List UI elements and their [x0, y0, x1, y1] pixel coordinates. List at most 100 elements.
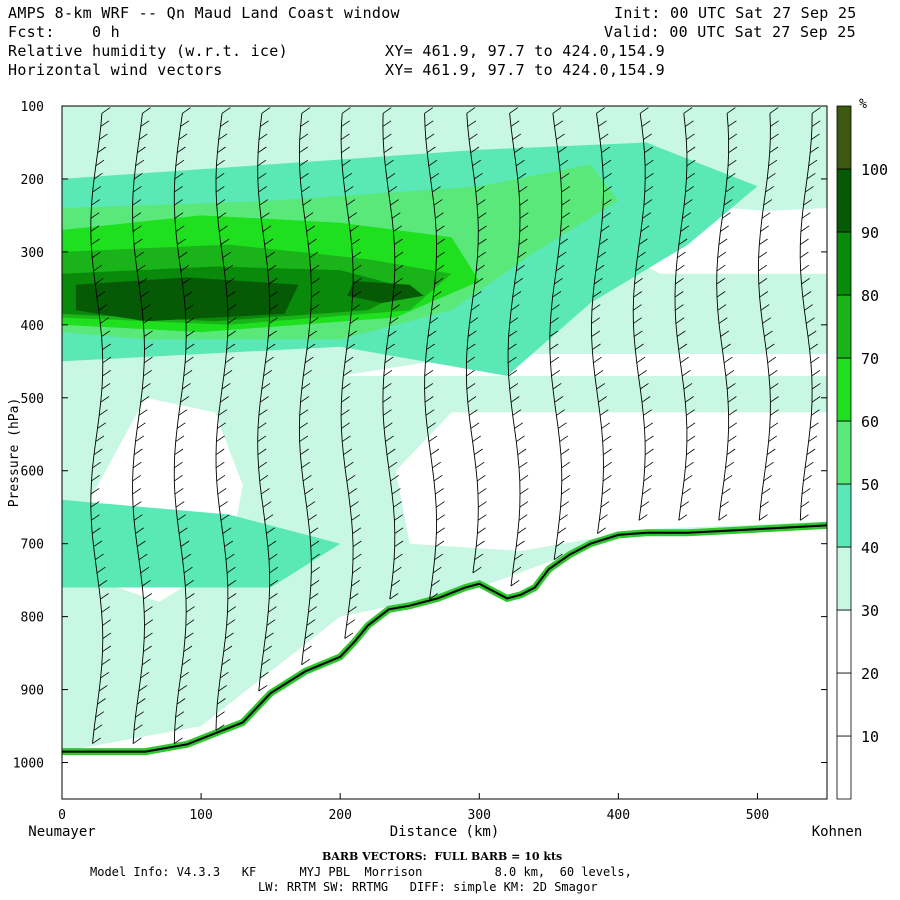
wind-barb-flag: [640, 225, 650, 232]
wind-barb-flag: [309, 317, 319, 324]
wind-barb-flag: [726, 383, 736, 390]
wind-barb-flag: [760, 501, 769, 508]
wind-barb-flag: [343, 448, 352, 456]
wind-barb-flag: [424, 120, 434, 127]
wind-barb-flag: [221, 383, 231, 390]
wind-barb-flag: [718, 514, 728, 521]
wind-barb-flag: [263, 369, 273, 377]
wind-barb-flag: [632, 304, 642, 311]
wind-barb-flag: [633, 291, 643, 298]
wind-barb-flag: [716, 264, 726, 272]
wind-barb-flag: [260, 488, 270, 495]
wind-barb-flag: [600, 501, 610, 508]
wind-barb-flag: [267, 540, 277, 547]
wind-barb-flag: [311, 566, 320, 574]
wind-barb-flag: [269, 566, 279, 574]
wind-barb-flag: [425, 356, 434, 364]
wind-barb-flag: [728, 422, 738, 429]
wind-barb-flag: [137, 146, 146, 154]
wind-barb-flag: [809, 146, 819, 154]
wind-barb-flag: [341, 383, 351, 390]
colorbar-label: 60: [861, 413, 879, 431]
wind-barb-flag: [770, 133, 779, 140]
x-tick-label: 300: [468, 808, 491, 823]
wind-barb-flag: [424, 383, 434, 390]
wind-barb-flag: [132, 488, 142, 495]
wind-barb-flag: [142, 383, 151, 390]
colorbar-label: 70: [861, 350, 879, 368]
wind-barb-flag: [176, 422, 186, 429]
wind-barb-flag: [175, 711, 185, 718]
wind-barb-flag: [95, 435, 105, 442]
wind-barb-flag: [174, 448, 184, 456]
wind-barb-flag: [97, 698, 106, 705]
wind-barb-flag: [516, 264, 525, 272]
wind-barb-flag: [560, 501, 570, 508]
wind-barb-flag: [311, 277, 320, 285]
wind-barb-shaft: [382, 113, 396, 600]
wind-barb-flag: [677, 251, 686, 259]
wind-barb-flag: [800, 264, 810, 272]
colorbar-label: 100: [861, 161, 888, 179]
wind-barb-flag: [800, 238, 809, 245]
wind-barb-flag: [386, 172, 396, 180]
y-tick-label: 400: [21, 319, 44, 334]
terrain-fill: [62, 525, 827, 799]
wind-barb-flag: [686, 172, 695, 180]
wind-barb-flag: [592, 343, 601, 350]
wind-barb-flag: [644, 435, 654, 442]
wind-barb-flag: [391, 579, 401, 587]
wind-barb-flag: [133, 172, 143, 180]
wind-barb-flag: [432, 461, 441, 469]
wind-barb-flag: [223, 645, 233, 652]
wind-barb-flag: [721, 212, 731, 219]
wind-barb-flag: [762, 317, 772, 324]
wind-barb-flag: [310, 304, 320, 311]
wind-barb-flag: [349, 317, 359, 324]
wind-barb-flag: [517, 172, 527, 180]
wind-barb-flag: [91, 199, 101, 206]
wind-barb-flag: [266, 527, 275, 534]
wind-barb-flag: [143, 645, 152, 652]
wind-barb-flag: [215, 461, 225, 469]
colorbar-swatch: [836, 105, 852, 170]
wind-barb-flag: [308, 514, 317, 521]
wind-barb-flag: [393, 277, 403, 285]
wind-barb-flag: [218, 685, 228, 692]
wind-barb-flag: [383, 146, 393, 154]
colorbar-swatch: [836, 735, 852, 800]
wind-barb-flag: [182, 553, 192, 561]
wind-barb-flag: [727, 120, 737, 127]
wind-barb-flag: [91, 527, 101, 534]
wind-barb-flag: [98, 579, 108, 587]
terrain-line: [62, 524, 827, 753]
wind-barb-flag: [96, 566, 106, 574]
wind-barb-flag: [427, 330, 437, 337]
wind-barb-flag: [436, 251, 445, 259]
wind-barb-flag: [136, 540, 146, 547]
wind-barb-flag: [557, 422, 567, 429]
init-time: Init: 00 UTC Sat 27 Sep 25: [614, 4, 857, 22]
wind-barb-flag: [466, 369, 475, 377]
wind-barb-flag: [351, 304, 361, 311]
wind-barb-flag: [809, 422, 819, 429]
wind-barb-flag: [466, 356, 475, 364]
wind-barb-flag: [394, 514, 403, 521]
wind-barb-flag: [509, 107, 519, 114]
wind-barb-flag: [299, 133, 309, 140]
wind-barb-flag: [643, 474, 653, 482]
wind-barb-flag: [644, 172, 654, 180]
wind-barb-flag: [639, 107, 649, 114]
wind-barb-flag: [766, 448, 776, 456]
wind-barb-flag: [718, 317, 728, 324]
wind-barb-flag: [597, 527, 606, 534]
wind-barb-flag: [348, 330, 357, 337]
wind-barb-flag: [466, 107, 476, 114]
wind-barb-flag: [177, 238, 186, 245]
wind-barb-flag: [674, 291, 684, 298]
wind-barb-flag: [722, 343, 731, 350]
wind-barb-flag: [259, 671, 269, 679]
wind-barb-flag: [644, 422, 654, 429]
wind-barb-flag: [394, 264, 404, 272]
wind-barb-flag: [643, 133, 652, 140]
